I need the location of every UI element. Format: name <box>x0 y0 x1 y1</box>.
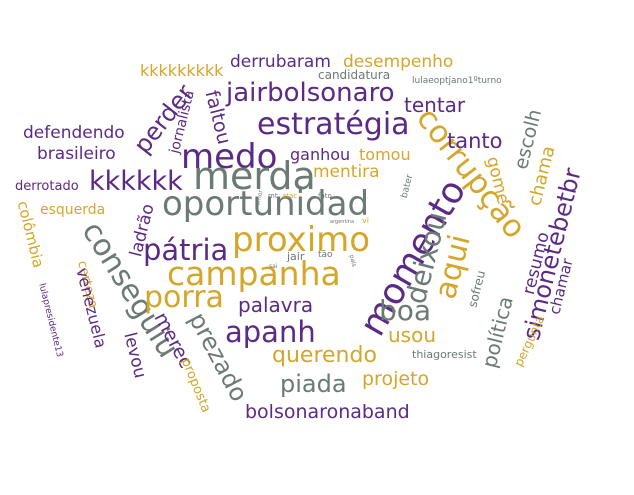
word-patria: pátria <box>143 233 229 267</box>
word-mt: mt <box>268 192 278 200</box>
word-lulaeoptjano1turno: lulaeoptjano1ºturno <box>412 76 502 86</box>
word-vi: vi <box>362 216 369 225</box>
word-oportunidad: oportunidad <box>162 184 370 224</box>
word-sofreu: sofreu <box>465 269 489 309</box>
word-medo: medo <box>181 137 278 177</box>
word-usou: usou <box>388 323 437 347</box>
word-proximo: proximo <box>232 220 371 260</box>
word-apanh: apanh <box>225 315 316 349</box>
word-bater: bater <box>399 173 416 200</box>
word-kkkkkkkkk: kkkkkkkkk <box>140 61 224 80</box>
word-mentira: mentira <box>313 162 380 182</box>
word-kkkkkk: kkkkkk <box>89 166 183 197</box>
word-tanto: tanto <box>447 129 503 153</box>
word-tomou: tomou <box>359 145 411 164</box>
word-estrategia: estratégia <box>257 107 410 142</box>
word-merda: merda <box>193 154 316 198</box>
word-lulapresidente13: lulapresidente13 <box>36 282 65 359</box>
word-fato: fato <box>318 192 332 200</box>
word-sai: sai <box>269 263 278 270</box>
word-defendendo: defendendo <box>23 123 125 143</box>
word-derrubaram: derrubaram <box>230 52 331 72</box>
word-campanha: campanha <box>167 254 341 293</box>
word-pais: país <box>347 254 358 268</box>
word-esquerda: esquerda <box>40 202 106 218</box>
word-projeto: projeto <box>362 368 430 390</box>
word-jairbolsonaro: jairbolsonaro <box>226 78 395 108</box>
word-politica: política <box>476 293 518 371</box>
word-tao: tão <box>318 250 333 260</box>
word-brasileiro: brasileiro <box>37 144 116 164</box>
word-desempenho: desempenho <box>343 52 454 72</box>
word-argentina: argentina <box>330 219 355 225</box>
word-thiagoresist: thiagoresist <box>412 348 477 361</box>
word-derrotado: derrotado <box>15 179 79 194</box>
word-atac: atac <box>282 192 298 200</box>
word-querendo: querendo <box>272 343 377 368</box>
word-bolsonaronaband: bolsonaronaband <box>245 401 410 423</box>
word-piada: piada <box>280 370 347 398</box>
word-jair: jair <box>287 250 305 263</box>
word-palavra: palavra <box>238 293 314 317</box>
word-ganhou: ganhou <box>290 145 351 164</box>
word-boa: boa <box>379 294 432 327</box>
word-porra: porra <box>144 280 224 315</box>
word-tentar: tentar <box>404 93 466 117</box>
word-candidatura: candidatura <box>318 68 391 82</box>
